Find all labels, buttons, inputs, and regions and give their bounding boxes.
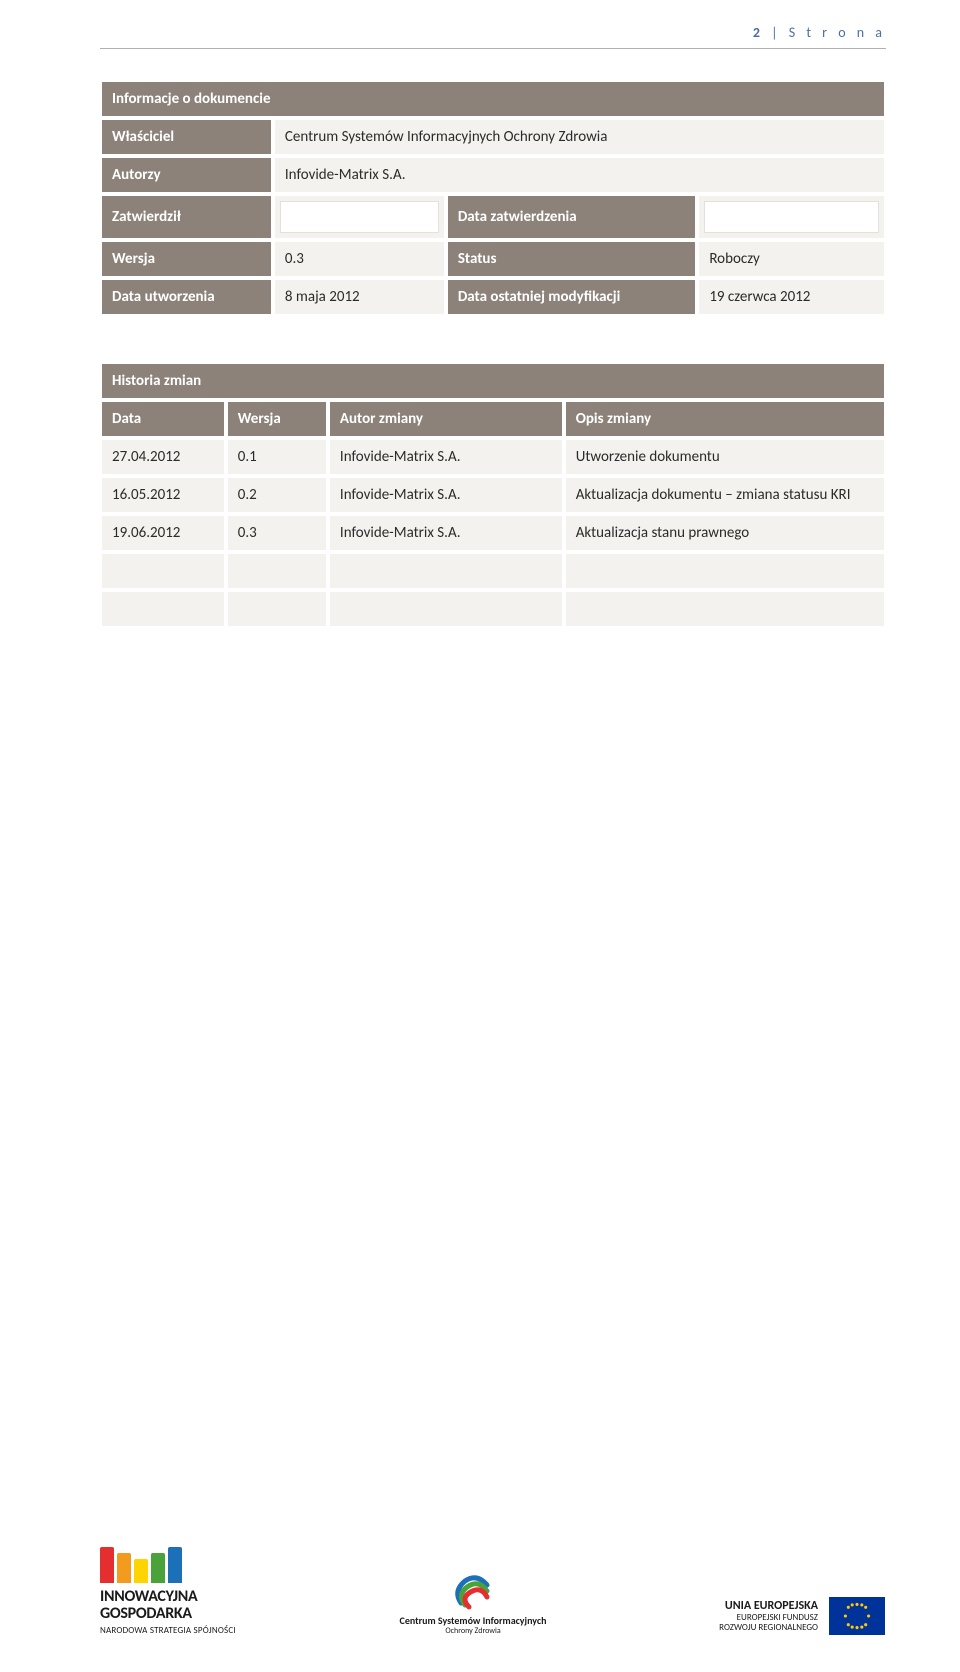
authors-value: Infovide-Matrix S.A. — [273, 156, 886, 194]
history-version: 0.2 — [226, 476, 328, 514]
page-root: 2 | S t r o n a Informacje o dokumencie … — [0, 0, 960, 1672]
history-col-date: Data — [100, 400, 226, 438]
history-date: 19.06.2012 — [100, 514, 226, 552]
history-date: 16.05.2012 — [100, 476, 226, 514]
history-date: 27.04.2012 — [100, 438, 226, 476]
history-table: Historia zmian Data Wersja Autor zmiany … — [100, 362, 886, 628]
modified-label: Data ostatniej modyfikacji — [446, 278, 698, 316]
approval-date-value-cell — [697, 194, 886, 240]
status-value: Roboczy — [697, 240, 886, 278]
history-author — [328, 590, 564, 628]
approved-by-value-cell — [273, 194, 446, 240]
csioz-swirl-icon — [451, 1573, 495, 1613]
history-desc: Aktualizacja stanu prawnego — [564, 514, 886, 552]
history-desc: Utworzenie dokumentu — [564, 438, 886, 476]
eu-flag-icon — [828, 1596, 886, 1636]
authors-label: Autorzy — [100, 156, 273, 194]
modified-value: 19 czerwca 2012 — [697, 278, 886, 316]
table-spacer — [100, 316, 886, 362]
approval-date-value — [704, 201, 879, 233]
history-version — [226, 552, 328, 590]
history-author: Infovide-Matrix S.A. — [328, 476, 564, 514]
eu-line1: UNIA EUROPEJSKA — [719, 1599, 818, 1613]
approved-by-value — [280, 201, 439, 233]
ig-bar — [134, 1559, 148, 1583]
table-row: 27.04.2012 0.1 Infovide-Matrix S.A. Utwo… — [100, 438, 886, 476]
history-version — [226, 590, 328, 628]
owner-value: Centrum Systemów Informacyjnych Ochrony … — [273, 118, 886, 156]
ig-bar — [151, 1553, 165, 1583]
history-version: 0.3 — [226, 514, 328, 552]
status-label: Status — [446, 240, 698, 278]
history-desc: Aktualizacja dokumentu – zmiana statusu … — [564, 476, 886, 514]
version-value: 0.3 — [273, 240, 446, 278]
logo-eu: UNIA EUROPEJSKA EUROPEJSKI FUNDUSZ ROZWO… — [656, 1596, 886, 1636]
content: Informacje o dokumencie Właściciel Centr… — [100, 80, 886, 628]
approved-by-label: Zatwierdził — [100, 194, 273, 240]
history-date — [100, 590, 226, 628]
history-date — [100, 552, 226, 590]
footer: INNOWACYJNA GOSPODARKA NARODOWA STRATEGI… — [100, 1547, 886, 1636]
history-col-desc: Opis zmiany — [564, 400, 886, 438]
ig-bar — [168, 1547, 182, 1583]
eu-line3: ROZWOJU REGIONALNEGO — [719, 1623, 818, 1633]
page-number-label: S t r o n a — [789, 24, 886, 41]
ig-bar — [100, 1547, 114, 1583]
created-label: Data utworzenia — [100, 278, 273, 316]
history-title: Historia zmian — [100, 362, 886, 400]
owner-label: Właściciel — [100, 118, 273, 156]
ig-bar — [117, 1553, 131, 1583]
table-row — [100, 590, 886, 628]
csioz-line1: Centrum Systemów Informacyjnych — [368, 1615, 578, 1626]
page-number: 2 | S t r o n a — [753, 24, 886, 41]
table-row: 19.06.2012 0.3 Infovide-Matrix S.A. Aktu… — [100, 514, 886, 552]
ig-line2: GOSPODARKA — [100, 1606, 290, 1623]
ig-bars-icon — [100, 1547, 290, 1583]
history-col-version: Wersja — [226, 400, 328, 438]
table-row — [100, 552, 886, 590]
csioz-line2: Ochrony Zdrowia — [368, 1626, 578, 1636]
table-row: 16.05.2012 0.2 Infovide-Matrix S.A. Aktu… — [100, 476, 886, 514]
created-value: 8 maja 2012 — [273, 278, 446, 316]
doc-info-title: Informacje o dokumencie — [100, 80, 886, 118]
history-author: Infovide-Matrix S.A. — [328, 514, 564, 552]
history-desc — [564, 552, 886, 590]
history-desc — [564, 590, 886, 628]
page-number-value: 2 — [753, 24, 764, 41]
page-number-divider: | — [771, 24, 789, 41]
history-col-author: Autor zmiany — [328, 400, 564, 438]
history-author: Infovide-Matrix S.A. — [328, 438, 564, 476]
logo-innowacyjna-gospodarka: INNOWACYJNA GOSPODARKA NARODOWA STRATEGI… — [100, 1547, 290, 1636]
history-author — [328, 552, 564, 590]
logo-csioz: Centrum Systemów Informacyjnych Ochrony … — [368, 1573, 578, 1636]
history-version: 0.1 — [226, 438, 328, 476]
header-divider — [100, 48, 886, 49]
approval-date-label: Data zatwierdzenia — [446, 194, 698, 240]
ig-line3: NARODOWA STRATEGIA SPÓJNOŚCI — [100, 1625, 290, 1636]
doc-info-table: Informacje o dokumencie Właściciel Centr… — [100, 80, 886, 316]
version-label: Wersja — [100, 240, 273, 278]
